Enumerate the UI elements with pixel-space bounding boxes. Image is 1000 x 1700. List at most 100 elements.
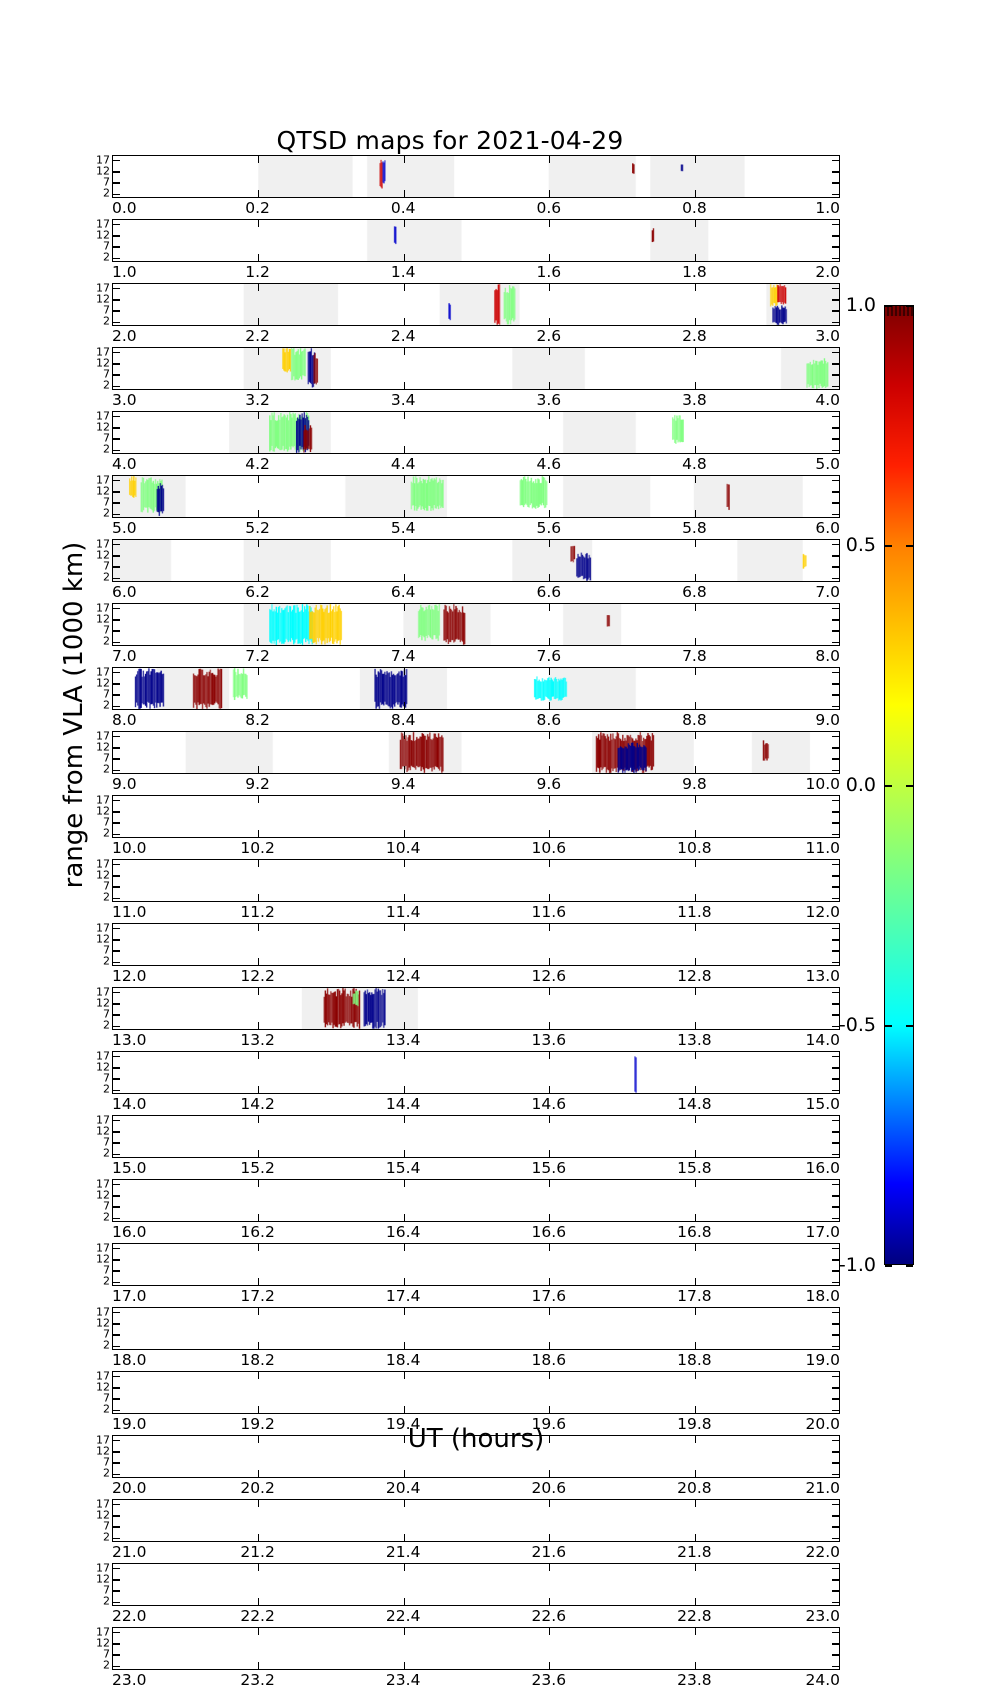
x-tick-label: 2.4 [391, 327, 416, 345]
x-tick [695, 702, 696, 709]
x-tick-label: 15.0 [112, 1159, 147, 1177]
heatmap-panel[interactable] [112, 219, 840, 262]
y-tick-labels: 17 12 7 2 [86, 411, 110, 454]
x-tick [695, 412, 696, 419]
heatmap-panel[interactable] [112, 1563, 840, 1606]
y-tick-label: 2 [103, 253, 110, 262]
y-tick [832, 416, 839, 417]
y-tick-label: 7 [103, 626, 110, 635]
y-tick [113, 898, 120, 899]
x-tick-label: 21.0 [805, 1479, 840, 1497]
y-tick [832, 352, 839, 353]
y-tick [832, 555, 839, 556]
y-tick [113, 1410, 120, 1411]
heatmap-panel[interactable] [112, 859, 840, 902]
heatmap-panel[interactable] [112, 411, 840, 454]
y-tick [113, 491, 120, 492]
x-tick [258, 1086, 259, 1093]
heatmap-panel[interactable] [112, 731, 840, 774]
y-tick [832, 171, 839, 172]
y-tick [113, 1568, 120, 1569]
y-tick [113, 1312, 120, 1313]
y-tick [832, 182, 839, 183]
heatmap-panel[interactable] [112, 283, 840, 326]
y-tick-label: 12 [96, 486, 110, 495]
heatmap-canvas [113, 284, 839, 325]
x-tick [258, 958, 259, 965]
x-tick-label: 17.6 [532, 1287, 567, 1305]
x-tick [404, 156, 405, 163]
y-tick-labels: 17 12 7 2 [86, 283, 110, 326]
x-tick-label: 12.8 [677, 967, 712, 985]
x-tick [549, 318, 550, 325]
x-tick [549, 1534, 550, 1541]
y-tick-label: 7 [103, 1458, 110, 1467]
y-tick-label: 17 [96, 1371, 110, 1380]
y-tick [832, 514, 839, 515]
y-tick [113, 736, 120, 737]
x-tick [258, 156, 259, 163]
x-tick-label: 1.2 [245, 263, 270, 281]
heatmap-panel[interactable] [112, 1179, 840, 1222]
x-tick [549, 1406, 550, 1413]
y-tick [832, 800, 839, 801]
heatmap-panel[interactable] [112, 603, 840, 646]
heatmap-panel[interactable] [112, 1627, 840, 1670]
heatmap-canvas [113, 1628, 839, 1669]
x-tick-label: 4.0 [815, 391, 840, 409]
heatmap-panel[interactable] [112, 1371, 840, 1414]
x-tick [404, 510, 405, 517]
x-tick [404, 1628, 405, 1635]
x-tick [258, 318, 259, 325]
x-tick-label: 16.2 [240, 1223, 275, 1241]
heatmap-panel[interactable] [112, 923, 840, 966]
heatmap-panel[interactable] [112, 1307, 840, 1350]
y-tick [113, 1398, 120, 1399]
y-tick [832, 363, 839, 364]
x-tick [258, 638, 259, 645]
heatmap-panel[interactable] [112, 155, 840, 198]
y-tick-label: 17 [96, 1499, 110, 1508]
y-tick [832, 928, 839, 929]
heatmap-panel[interactable] [112, 475, 840, 518]
x-tick-label: 16.6 [532, 1223, 567, 1241]
x-tick-label: 8.4 [391, 711, 416, 729]
x-tick [404, 1244, 405, 1251]
heatmap-panel[interactable] [112, 1051, 840, 1094]
y-tick [832, 630, 839, 631]
heatmap-panel[interactable] [112, 987, 840, 1030]
y-tick [113, 224, 120, 225]
x-tick [404, 1022, 405, 1029]
heatmap-panel[interactable] [112, 795, 840, 838]
x-tick-labels: 15.0 15.2 15.4 15.6 15.8 16.0 [112, 1158, 840, 1179]
heatmap-panel[interactable] [112, 1499, 840, 1542]
x-tick-labels: 3.0 3.2 3.4 3.6 3.8 4.0 [112, 390, 840, 411]
y-tick-label: 12 [96, 1062, 110, 1071]
x-tick [549, 924, 550, 931]
x-tick [695, 1244, 696, 1251]
heatmap-panel[interactable] [112, 347, 840, 390]
panel-row: 17 12 7 2 2.0 2.2 2.4 2.6 2.8 3.0 [112, 283, 840, 347]
y-tick [113, 555, 120, 556]
x-tick [404, 1308, 405, 1315]
x-tick [695, 1278, 696, 1285]
y-tick [113, 1154, 120, 1155]
x-tick [404, 1052, 405, 1059]
x-tick-label: 13.0 [112, 1031, 147, 1049]
panel-row: 17 12 7 2 23.0 23.2 23.4 23.6 23.8 24.0 [112, 1627, 840, 1691]
y-tick [113, 950, 120, 951]
y-tick [113, 246, 120, 247]
x-tick-label: 0.0 [112, 199, 137, 217]
x-tick-label: 6.0 [815, 519, 840, 537]
y-tick [832, 1056, 839, 1057]
heatmap-panel[interactable] [112, 1115, 840, 1158]
heatmap-panel[interactable] [112, 539, 840, 582]
x-tick-label: 8.0 [815, 647, 840, 665]
x-tick [404, 284, 405, 291]
x-tick [258, 1342, 259, 1349]
y-tick [832, 480, 839, 481]
heatmap-panel[interactable] [112, 1243, 840, 1286]
x-tick-label: 22.0 [805, 1543, 840, 1561]
x-tick-label: 3.4 [391, 391, 416, 409]
heatmap-panel[interactable] [112, 667, 840, 710]
